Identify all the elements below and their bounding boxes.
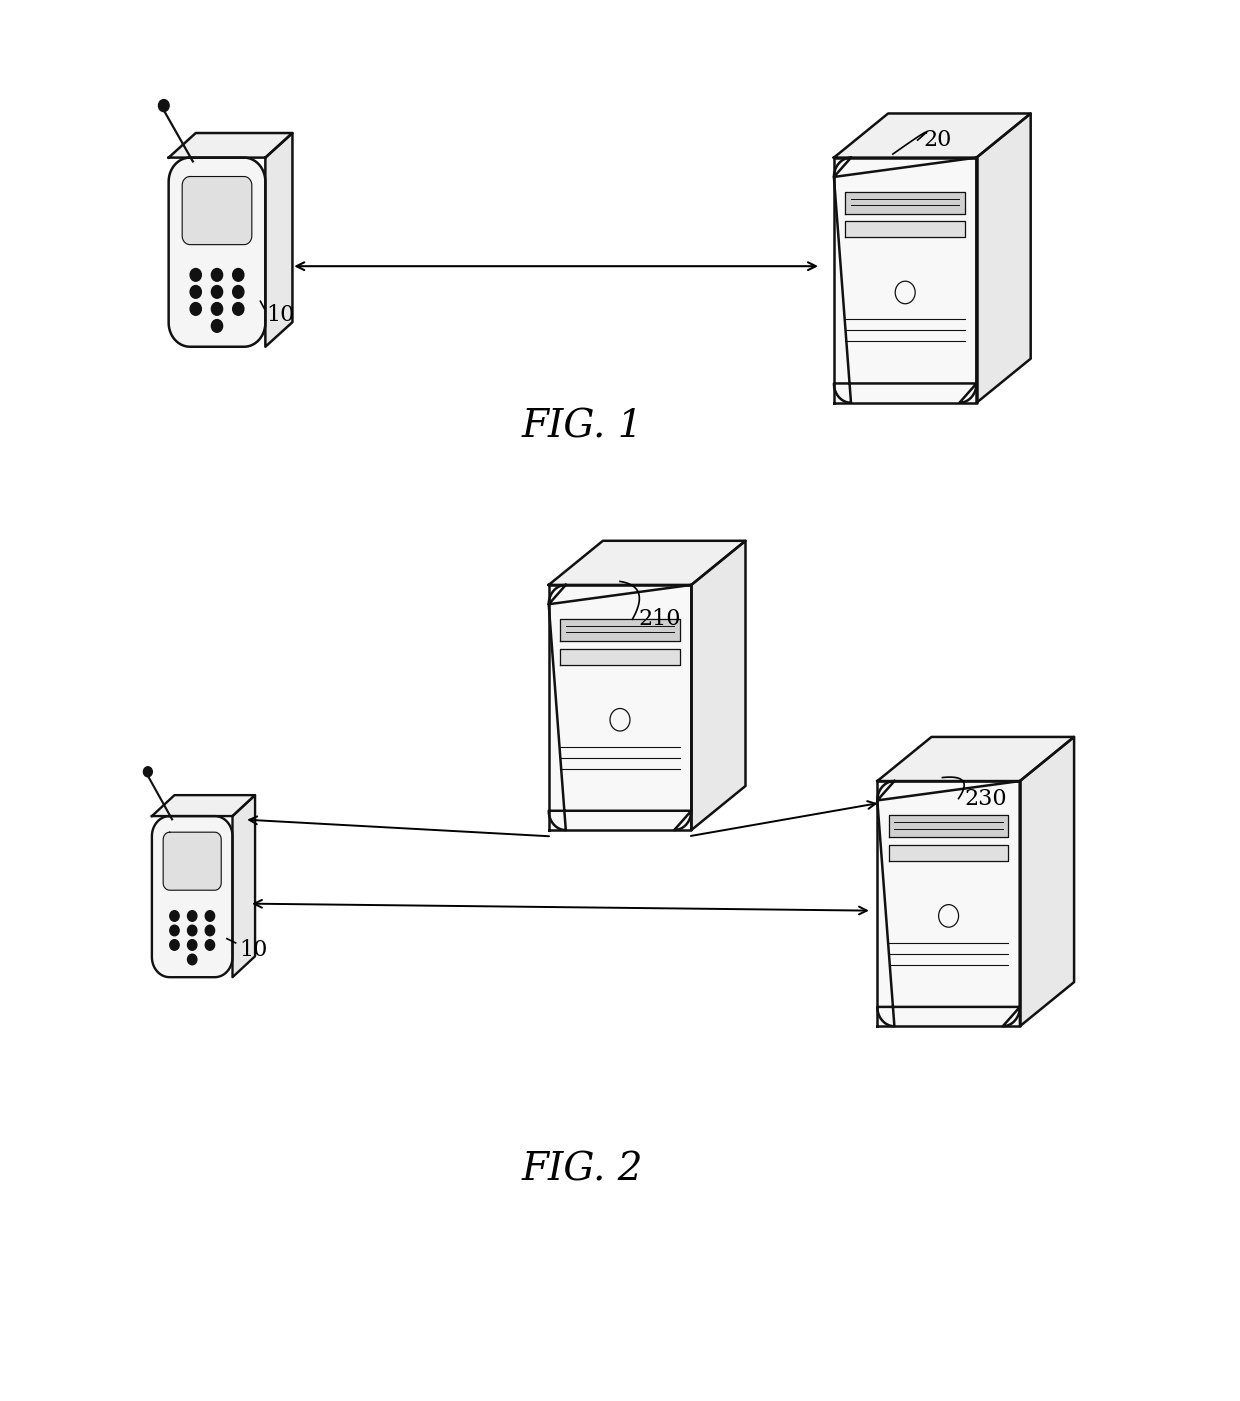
Polygon shape	[833, 157, 977, 403]
Circle shape	[233, 269, 244, 282]
Polygon shape	[164, 832, 221, 890]
Text: 230: 230	[965, 787, 1007, 810]
Text: 20: 20	[924, 129, 952, 151]
Polygon shape	[846, 221, 965, 237]
Circle shape	[190, 286, 201, 298]
Circle shape	[144, 766, 153, 776]
Polygon shape	[151, 815, 233, 978]
Polygon shape	[549, 586, 692, 829]
Polygon shape	[265, 133, 293, 347]
Polygon shape	[1019, 737, 1074, 1026]
Circle shape	[211, 303, 223, 315]
Circle shape	[170, 911, 179, 922]
Polygon shape	[549, 541, 745, 586]
Polygon shape	[233, 796, 255, 978]
Text: 210: 210	[639, 608, 681, 630]
Polygon shape	[889, 845, 1008, 860]
Polygon shape	[833, 157, 977, 403]
Circle shape	[190, 269, 201, 282]
Circle shape	[206, 911, 215, 922]
Circle shape	[190, 303, 201, 315]
Circle shape	[211, 286, 223, 298]
Circle shape	[211, 269, 223, 282]
Polygon shape	[560, 619, 680, 642]
Circle shape	[233, 286, 244, 298]
Polygon shape	[878, 737, 1074, 782]
Polygon shape	[549, 586, 692, 829]
Polygon shape	[169, 157, 265, 347]
Polygon shape	[878, 782, 1019, 1026]
Text: 10: 10	[267, 304, 295, 326]
Polygon shape	[889, 815, 1008, 838]
Polygon shape	[833, 113, 1030, 157]
Circle shape	[187, 925, 197, 936]
Polygon shape	[151, 796, 255, 815]
Circle shape	[170, 925, 179, 936]
Circle shape	[159, 99, 169, 112]
Polygon shape	[977, 113, 1030, 403]
Circle shape	[187, 954, 197, 965]
Polygon shape	[560, 649, 680, 664]
Text: FIG. 1: FIG. 1	[522, 409, 644, 446]
Circle shape	[170, 940, 179, 950]
Polygon shape	[182, 177, 252, 245]
Circle shape	[233, 303, 244, 315]
Text: FIG. 2: FIG. 2	[522, 1152, 644, 1188]
Polygon shape	[846, 192, 965, 214]
Text: 10: 10	[239, 939, 268, 961]
Circle shape	[211, 319, 223, 332]
Polygon shape	[169, 133, 293, 157]
Circle shape	[187, 911, 197, 922]
Circle shape	[206, 940, 215, 950]
Polygon shape	[878, 782, 1019, 1026]
Circle shape	[187, 940, 197, 950]
Circle shape	[206, 925, 215, 936]
Polygon shape	[692, 541, 745, 829]
